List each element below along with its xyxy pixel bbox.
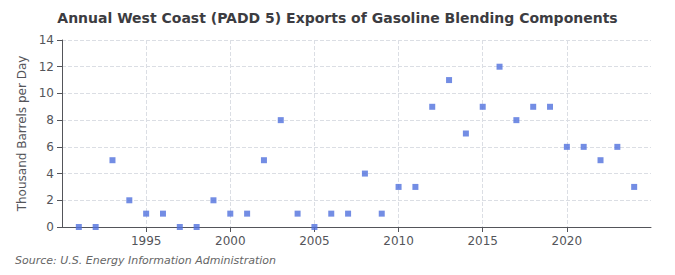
svg-text:2005: 2005 [299, 234, 330, 248]
svg-text:2000: 2000 [215, 234, 246, 248]
svg-text:1995: 1995 [131, 234, 162, 248]
svg-text:2010: 2010 [383, 234, 414, 248]
svg-text:0: 0 [46, 220, 54, 234]
svg-text:2020: 2020 [552, 234, 583, 248]
svg-text:8: 8 [46, 113, 54, 127]
svg-text:14: 14 [39, 33, 54, 47]
svg-text:Annual West Coast (PADD 5) Exp: Annual West Coast (PADD 5) Exports of Ga… [57, 10, 617, 26]
svg-text:Thousand Barrels per Day: Thousand Barrels per Day [15, 56, 29, 213]
svg-text:2015: 2015 [467, 234, 498, 248]
svg-text:2: 2 [46, 193, 54, 207]
svg-text:12: 12 [39, 60, 54, 74]
svg-text:10: 10 [39, 86, 54, 100]
svg-text:4: 4 [46, 167, 54, 181]
svg-text:Source: U.S. Energy Informatio: Source: U.S. Energy Information Administ… [15, 254, 276, 267]
svg-text:6: 6 [46, 140, 54, 154]
